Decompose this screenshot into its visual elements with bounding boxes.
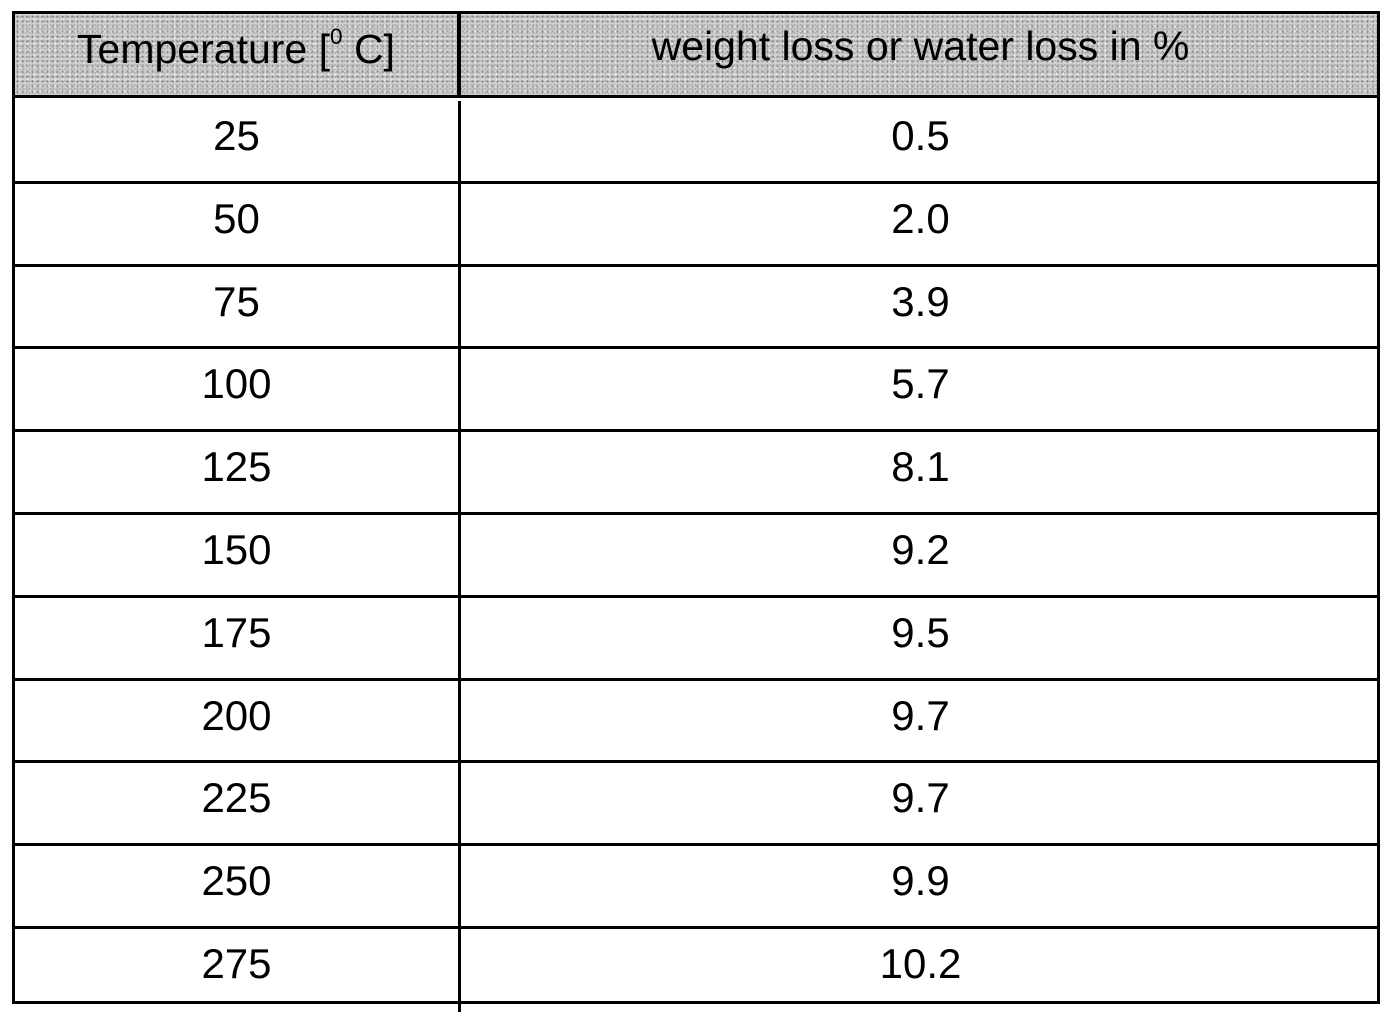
loss-cell: 8.1 (461, 432, 1380, 512)
table-row: 225 9.7 (15, 763, 1377, 846)
temperature-cell: 50 (15, 184, 461, 264)
table-row: 250 9.9 (15, 846, 1377, 929)
table-row: 50 2.0 (15, 184, 1377, 267)
table-row: 200 9.7 (15, 681, 1377, 764)
loss-cell: 9.2 (461, 515, 1380, 595)
header-temperature: Temperature [0 C] (15, 14, 461, 95)
table-row: 25 0.5 (15, 101, 1377, 184)
data-table: Temperature [0 C] weight loss or water l… (12, 11, 1380, 1004)
loss-cell: 0.5 (461, 101, 1380, 181)
loss-cell: 9.9 (461, 846, 1380, 926)
temperature-cell: 150 (15, 515, 461, 595)
table-header-row: Temperature [0 C] weight loss or water l… (15, 14, 1377, 98)
table-row: 75 3.9 (15, 267, 1377, 350)
header-temperature-superscript: 0 (330, 24, 343, 49)
loss-cell: 9.7 (461, 681, 1380, 761)
header-temperature-suffix: C] (343, 26, 395, 72)
temperature-cell: 275 (15, 929, 461, 1012)
temperature-cell: 225 (15, 763, 461, 843)
temperature-cell: 250 (15, 846, 461, 926)
temperature-cell: 25 (15, 101, 461, 181)
header-temperature-prefix: Temperature [ (77, 26, 330, 72)
table-row: 100 5.7 (15, 349, 1377, 432)
table-row: 175 9.5 (15, 598, 1377, 681)
temperature-cell: 125 (15, 432, 461, 512)
loss-cell: 10.2 (461, 929, 1380, 1012)
temperature-cell: 200 (15, 681, 461, 761)
table-row: 125 8.1 (15, 432, 1377, 515)
header-loss: weight loss or water loss in % (461, 14, 1380, 95)
loss-cell: 3.9 (461, 267, 1380, 347)
loss-cell: 9.7 (461, 763, 1380, 843)
temperature-cell: 75 (15, 267, 461, 347)
loss-cell: 5.7 (461, 349, 1380, 429)
table-row: 150 9.2 (15, 515, 1377, 598)
table-row: 275 10.2 (15, 929, 1377, 1012)
loss-cell: 2.0 (461, 184, 1380, 264)
temperature-cell: 100 (15, 349, 461, 429)
loss-cell: 9.5 (461, 598, 1380, 678)
temperature-cell: 175 (15, 598, 461, 678)
